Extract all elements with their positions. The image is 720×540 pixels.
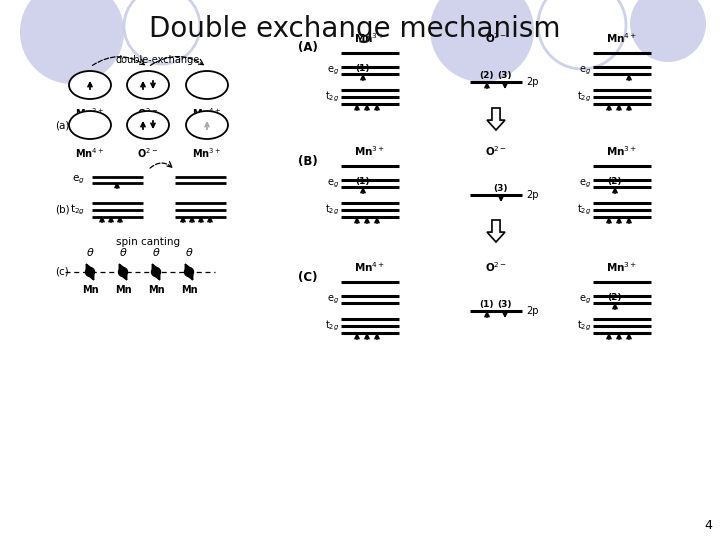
Text: 2p: 2p	[526, 190, 539, 200]
Text: Mn: Mn	[114, 285, 131, 295]
Text: $\theta$: $\theta$	[86, 246, 94, 258]
Text: Mn: Mn	[148, 285, 164, 295]
Text: e$_g$: e$_g$	[579, 64, 591, 77]
Text: (1): (1)	[356, 64, 370, 73]
Circle shape	[119, 267, 127, 276]
Text: (C): (C)	[298, 272, 318, 285]
Text: t$_{2g}$: t$_{2g}$	[325, 319, 339, 333]
Text: t$_{2g}$: t$_{2g}$	[70, 203, 85, 217]
Text: $\theta$: $\theta$	[119, 246, 127, 258]
Text: t$_{2g}$: t$_{2g}$	[325, 203, 339, 217]
Text: Mn$^{3+}$: Mn$^{3+}$	[354, 144, 386, 158]
Text: Mn: Mn	[181, 285, 197, 295]
Text: Mn$^{3+}$: Mn$^{3+}$	[76, 106, 104, 120]
Text: (2): (2)	[608, 177, 622, 186]
Circle shape	[430, 0, 534, 82]
Circle shape	[86, 267, 94, 276]
Text: 4: 4	[704, 519, 712, 532]
Text: double-exchange: double-exchange	[116, 55, 200, 65]
Text: $\theta$: $\theta$	[152, 246, 161, 258]
Text: (1): (1)	[480, 300, 494, 309]
Circle shape	[630, 0, 706, 62]
Ellipse shape	[186, 71, 228, 99]
Text: (2): (2)	[480, 71, 494, 80]
Circle shape	[151, 267, 161, 276]
Ellipse shape	[127, 111, 169, 139]
Text: Mn$^{3+}$: Mn$^{3+}$	[606, 260, 638, 274]
Text: t$_{2g}$: t$_{2g}$	[325, 90, 339, 104]
Text: O$^{2-}$: O$^{2-}$	[485, 260, 507, 274]
Text: (B): (B)	[298, 156, 318, 168]
Text: O$^{2-}$: O$^{2-}$	[485, 31, 507, 45]
Text: Mn$^{3+}$: Mn$^{3+}$	[606, 144, 638, 158]
Text: (3): (3)	[498, 300, 512, 309]
Polygon shape	[487, 108, 505, 130]
Text: 2p: 2p	[526, 77, 539, 87]
Text: (A): (A)	[298, 42, 318, 55]
Text: (3): (3)	[498, 71, 512, 80]
Text: t$_{2g}$: t$_{2g}$	[577, 203, 591, 217]
Text: e$_g$: e$_g$	[579, 177, 591, 190]
Circle shape	[124, 0, 200, 64]
Text: (3): (3)	[494, 184, 508, 193]
Text: e$_g$: e$_g$	[579, 293, 591, 306]
Text: (a): (a)	[55, 120, 69, 130]
Text: (c): (c)	[55, 267, 68, 277]
Circle shape	[20, 0, 124, 84]
Text: e$_g$: e$_g$	[327, 293, 339, 306]
Ellipse shape	[69, 71, 111, 99]
Text: Mn$^{4+}$: Mn$^{4+}$	[354, 260, 386, 274]
Text: t$_{2g}$: t$_{2g}$	[577, 319, 591, 333]
Text: (1): (1)	[356, 177, 370, 186]
Text: t$_{2g}$: t$_{2g}$	[577, 90, 591, 104]
Text: (2): (2)	[608, 293, 622, 302]
Text: Mn$^{4+}$: Mn$^{4+}$	[192, 106, 222, 120]
Polygon shape	[487, 220, 505, 242]
Text: e$_g$: e$_g$	[327, 64, 339, 77]
Circle shape	[184, 267, 194, 276]
Text: Double exchange mechanism: Double exchange mechanism	[149, 15, 561, 43]
Text: e$_g$: e$_g$	[327, 177, 339, 190]
Ellipse shape	[69, 111, 111, 139]
Text: e$_g$: e$_g$	[72, 174, 85, 186]
Circle shape	[538, 0, 626, 69]
Text: Mn$^{4+}$: Mn$^{4+}$	[76, 146, 104, 160]
Ellipse shape	[186, 111, 228, 139]
Text: (b): (b)	[55, 205, 70, 215]
Text: spin canting: spin canting	[116, 237, 180, 247]
Ellipse shape	[127, 71, 169, 99]
Text: O$^{2-}$: O$^{2-}$	[485, 144, 507, 158]
Text: Mn: Mn	[81, 285, 99, 295]
Text: 2p: 2p	[526, 306, 539, 316]
Text: $\theta$: $\theta$	[185, 246, 193, 258]
Text: O$^{2-}$: O$^{2-}$	[138, 146, 158, 160]
Text: Mn$^{4+}$: Mn$^{4+}$	[606, 31, 638, 45]
Text: Mn$^{3+}$: Mn$^{3+}$	[192, 146, 222, 160]
Text: O$^{2-}$: O$^{2-}$	[138, 106, 158, 120]
Text: Mn$^{3+}$: Mn$^{3+}$	[354, 31, 386, 45]
